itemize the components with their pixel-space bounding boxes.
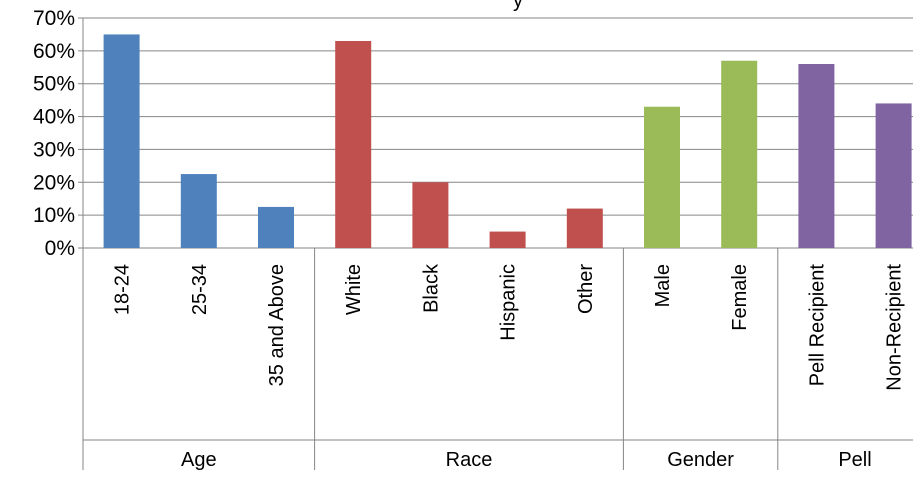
bar bbox=[875, 103, 912, 248]
category-label: Hispanic bbox=[498, 264, 520, 341]
category-label: Other bbox=[575, 264, 597, 314]
bar bbox=[566, 208, 603, 248]
group-label: Pell bbox=[838, 449, 871, 471]
y-tick-label: 20% bbox=[33, 171, 75, 194]
y-tick-label: 70% bbox=[33, 7, 75, 30]
bar bbox=[258, 206, 294, 248]
y-tick-label: 0% bbox=[45, 237, 75, 260]
category-label: Male bbox=[652, 264, 674, 307]
y-tick-label: 50% bbox=[33, 73, 75, 96]
group-label: Race bbox=[446, 449, 493, 471]
chart-title: y bbox=[513, 0, 523, 12]
category-label: Pell Recipient bbox=[806, 264, 828, 387]
y-tick-label: 60% bbox=[33, 40, 75, 63]
category-label: Non-Recipient bbox=[884, 264, 906, 391]
bar bbox=[644, 106, 680, 248]
category-label: 25-34 bbox=[189, 264, 211, 315]
category-labels: 18-24 25-34 35 and Above Age White Black Hispa… bbox=[112, 263, 906, 471]
y-tick-label: 10% bbox=[33, 204, 75, 227]
bar bbox=[103, 34, 140, 248]
bars bbox=[103, 34, 912, 248]
category-label: Female bbox=[729, 264, 751, 331]
y-tick-label: 40% bbox=[33, 106, 75, 129]
bar bbox=[180, 174, 217, 248]
gridlines bbox=[83, 17, 913, 216]
category-label: 18-24 bbox=[112, 264, 134, 315]
axes: 0% 10% 20% 30% 40% 50% 60% 70% bbox=[33, 7, 913, 470]
bar bbox=[335, 41, 372, 248]
bar bbox=[412, 182, 449, 248]
category-label: Black bbox=[420, 263, 442, 313]
bar bbox=[721, 60, 758, 248]
bar bbox=[798, 64, 835, 248]
category-label: 35 and Above bbox=[266, 264, 288, 386]
group-label: Gender bbox=[667, 449, 734, 471]
y-tick-label: 30% bbox=[33, 138, 75, 161]
group-label: Age bbox=[181, 449, 217, 471]
category-label: White bbox=[343, 264, 365, 315]
bar bbox=[489, 231, 526, 248]
